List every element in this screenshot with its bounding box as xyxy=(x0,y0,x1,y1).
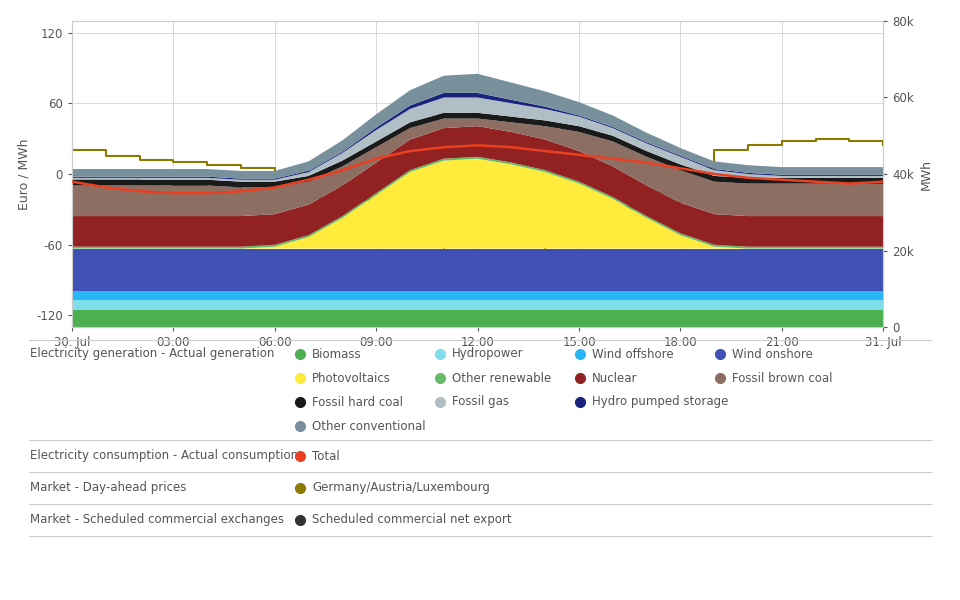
Text: Total: Total xyxy=(312,449,340,463)
Text: Fossil gas: Fossil gas xyxy=(452,395,509,409)
Text: Other conventional: Other conventional xyxy=(312,419,425,433)
Text: Scheduled commercial net export: Scheduled commercial net export xyxy=(312,514,512,527)
Text: Other renewable: Other renewable xyxy=(452,371,551,385)
Text: Photovoltaics: Photovoltaics xyxy=(312,371,391,385)
Text: Fossil brown coal: Fossil brown coal xyxy=(732,371,832,385)
Text: Germany/Austria/Luxembourg: Germany/Austria/Luxembourg xyxy=(312,481,490,494)
Text: Electricity consumption - Actual consumption: Electricity consumption - Actual consump… xyxy=(30,449,299,463)
Text: Wind onshore: Wind onshore xyxy=(732,347,813,361)
Text: Electricity generation - Actual generation: Electricity generation - Actual generati… xyxy=(30,347,275,361)
Y-axis label: MWh: MWh xyxy=(920,158,932,190)
Text: Market - Day-ahead prices: Market - Day-ahead prices xyxy=(30,481,186,494)
Text: Hydro pumped storage: Hydro pumped storage xyxy=(592,395,729,409)
Text: Fossil hard coal: Fossil hard coal xyxy=(312,395,403,409)
Text: Biomass: Biomass xyxy=(312,347,362,361)
Y-axis label: Euro / MWh: Euro / MWh xyxy=(17,138,31,210)
Text: Hydropower: Hydropower xyxy=(452,347,523,361)
Text: Nuclear: Nuclear xyxy=(592,371,637,385)
Text: Wind offshore: Wind offshore xyxy=(592,347,674,361)
Text: Market - Scheduled commercial exchanges: Market - Scheduled commercial exchanges xyxy=(30,514,284,527)
